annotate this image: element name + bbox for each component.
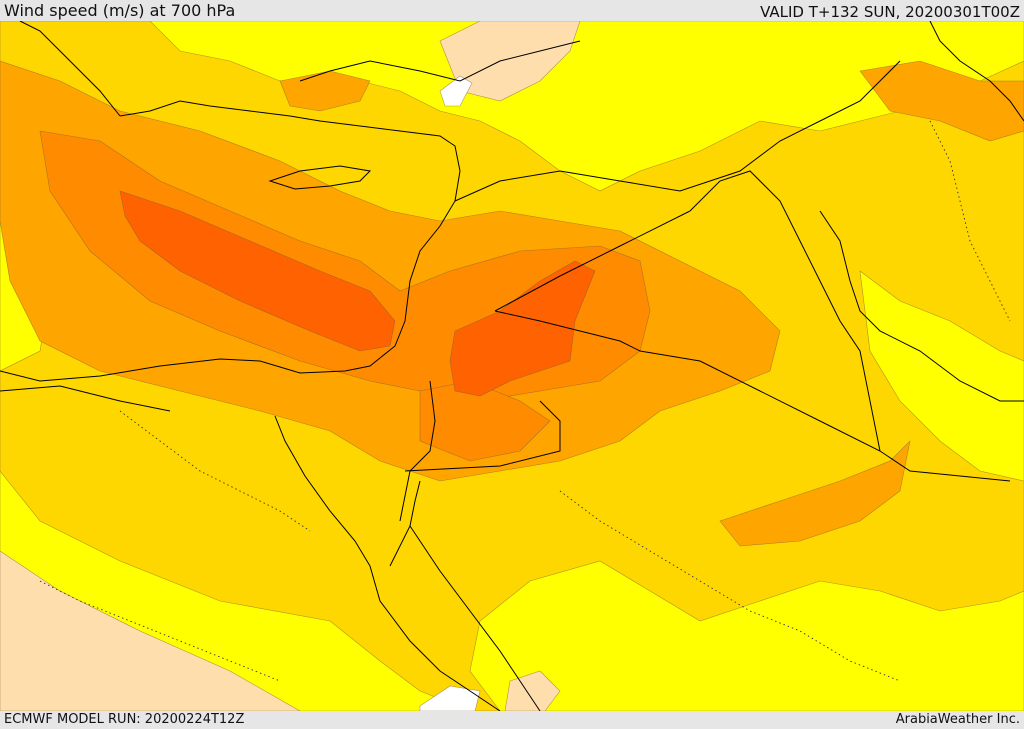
band-lt5-north [439,75,473,107]
model-run: ECMWF MODEL RUN: 20200224T12Z [4,712,245,727]
province-boundary-iran [929,120,1011,322]
border-egypt-sudan [404,400,561,472]
coastline-mediterranean [0,100,461,382]
coastline-red-sea-west [274,415,371,567]
footer-bar: ECMWF MODEL RUN: 20200224T12Z ArabiaWeat… [0,711,1024,729]
band-lt5-south [419,685,481,711]
coastline-red-sea-arabia [409,525,541,711]
coastline-gulf [819,210,1024,402]
band-20-25-gulf [859,60,1024,142]
coastline-anatolia [19,21,121,117]
border-jordan-saudi [494,310,761,392]
coastline-red-sea-main [369,565,501,711]
border-turkey-syria [454,60,901,202]
valid-time: VALID T+132 SUN, 20200301T00Z [760,3,1020,21]
coastline-caspian [929,21,1024,122]
border-israel-jordan [399,380,436,522]
band-10-15-southeast [469,560,1024,711]
band-5-10-southwest [0,550,301,711]
border-iraq-iran [689,170,881,452]
province-boundary-saudi [559,490,901,682]
border-syria-iraq [494,210,691,312]
band-10-15-east [859,270,1024,482]
header-bar: Wind speed (m/s) at 700 hPa VALID T+132 … [0,0,1024,21]
band-5-10-redsea [504,670,561,711]
band-gt30-jet-west [119,190,396,352]
brand-credit: ArabiaWeather Inc. [895,712,1020,727]
border-egypt-libya [0,385,171,412]
band-20-25-east [719,440,911,547]
band-gt30-jet-jordan [449,260,596,397]
border-iraq-saudi [759,390,1011,482]
coastline-black-sea [299,40,581,82]
wind-speed-map [0,21,1024,711]
coastline-red-sea-east [389,480,421,567]
province-boundary-sudan [39,580,281,682]
province-boundary-egypt [119,410,311,532]
coastline-cyprus [268,165,372,190]
map-title: Wind speed (m/s) at 700 hPa [4,1,236,20]
